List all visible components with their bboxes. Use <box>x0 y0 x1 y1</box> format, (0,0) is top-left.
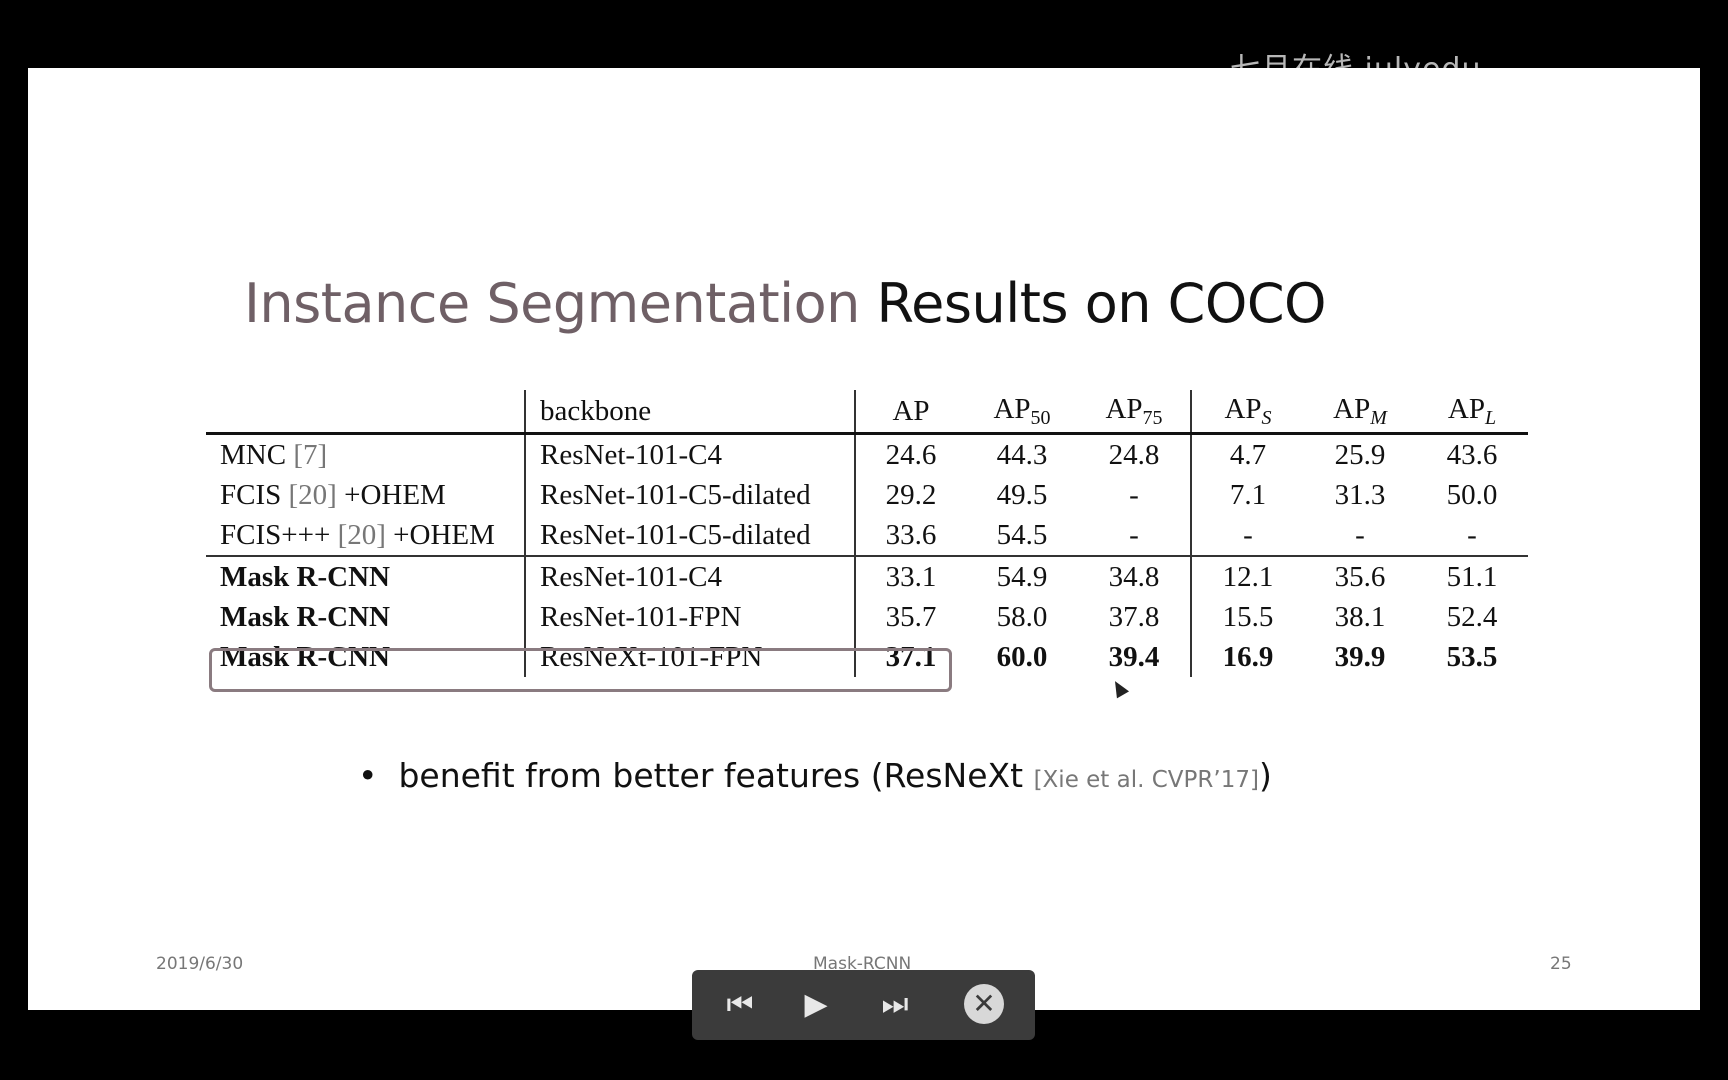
apl-cell: 53.5 <box>1446 640 1498 673</box>
backbone-cell: ResNet-101-FPN <box>524 597 855 637</box>
apl-cell: 50.0 <box>1446 478 1498 511</box>
ap-cell: 37.1 <box>854 637 966 677</box>
method-cell: FCIS+++ [20] +OHEM <box>220 518 495 551</box>
apm-cell: 39.9 <box>1334 640 1386 673</box>
table-row: Mask R-CNN ResNet-101-FPN 35.7 58.0 37.8… <box>206 597 1528 637</box>
table-row: Mask R-CNN ResNet-101-C4 33.1 54.9 34.8 … <box>206 555 1528 597</box>
apl-cell: - <box>1467 518 1477 551</box>
header-backbone: backbone <box>524 390 855 435</box>
method-cell: MNC [7] <box>220 438 328 471</box>
aps-cell: - <box>1190 515 1304 556</box>
ap-cell: 29.2 <box>854 475 966 515</box>
aps-cell: 4.7 <box>1190 433 1304 475</box>
table-row-highlighted: Mask R-CNN ResNeXt-101-FPN 37.1 60.0 39.… <box>206 637 1528 677</box>
header-apl: APL <box>1416 390 1528 435</box>
footer-title: Mask-RCNN <box>813 954 912 974</box>
header-ap50: AP50 <box>966 390 1078 435</box>
ap50-cell: 49.5 <box>996 478 1048 511</box>
slideshow-controls: ⏮ ▶ ⏭ ✕ <box>692 970 1035 1040</box>
row-highlight-box <box>209 648 952 692</box>
footer-page-number: 25 <box>1550 954 1572 974</box>
title-highlight: Instance Segmentation <box>244 272 860 335</box>
ap-cell: 33.1 <box>854 555 966 597</box>
backbone-cell: ResNet-101-C4 <box>524 433 855 475</box>
backbone-cell: ResNet-101-C5-dilated <box>524 515 855 556</box>
backbone-cell: ResNeXt-101-FPN <box>524 637 855 677</box>
play-icon[interactable]: ▶ <box>804 987 828 1022</box>
apm-cell: - <box>1355 518 1365 551</box>
backbone-cell: ResNet-101-C5-dilated <box>524 475 855 515</box>
ap50-cell: 60.0 <box>996 640 1048 673</box>
mouse-cursor-icon <box>1108 677 1130 699</box>
footer-date: 2019/6/30 <box>156 954 244 974</box>
ap50-cell: 58.0 <box>996 600 1048 633</box>
header-ap: AP <box>854 390 966 435</box>
citation: [Xie et al. CVPR’17] <box>1033 767 1259 793</box>
method-cell: Mask R-CNN <box>220 600 390 633</box>
aps-cell: 15.5 <box>1190 597 1304 637</box>
ap50-cell: 54.5 <box>996 518 1048 551</box>
apm-cell: 25.9 <box>1334 438 1386 471</box>
table-row: MNC [7] ResNet-101-C4 24.6 44.3 24.8 4.7… <box>206 433 1528 475</box>
ap50-cell: 54.9 <box>966 555 1078 597</box>
slide-title: Instance Segmentation Results on COCO <box>244 272 1327 335</box>
header-ap75: AP75 <box>1078 390 1191 435</box>
next-slide-icon[interactable]: ⏭ <box>881 987 909 1022</box>
previous-slide-icon[interactable]: ⏮ <box>726 987 754 1022</box>
aps-cell: 7.1 <box>1190 475 1304 515</box>
method-cell: Mask R-CNN <box>220 640 390 673</box>
ap75-cell: - <box>1129 518 1139 551</box>
apl-cell: 52.4 <box>1446 600 1498 633</box>
ap-cell: 33.6 <box>854 515 966 556</box>
aps-cell: 16.9 <box>1190 637 1304 677</box>
backbone-cell: ResNet-101-C4 <box>524 555 855 597</box>
ap75-cell: 37.8 <box>1108 600 1160 633</box>
header-apm: APM <box>1304 390 1416 435</box>
apl-cell: 51.1 <box>1416 555 1528 597</box>
table-header-row: backbone AP AP50 AP75 APS APM APL <box>206 390 1528 435</box>
bullet-point: • benefit from better features (ResNeXt … <box>358 756 1272 795</box>
results-table: backbone AP AP50 AP75 APS APM APL MNC [7… <box>206 390 1528 677</box>
table-row: FCIS [20] +OHEM ResNet-101-C5-dilated 29… <box>206 475 1528 515</box>
header-method <box>206 390 525 435</box>
ap75-cell: 24.8 <box>1108 438 1160 471</box>
table-row: FCIS+++ [20] +OHEM ResNet-101-C5-dilated… <box>206 515 1528 556</box>
apm-cell: 38.1 <box>1334 600 1386 633</box>
apm-cell: 31.3 <box>1334 478 1386 511</box>
ap50-cell: 44.3 <box>996 438 1048 471</box>
close-icon[interactable]: ✕ <box>964 984 1004 1024</box>
apl-cell: 43.6 <box>1446 438 1498 471</box>
method-cell: Mask R-CNN <box>206 555 525 597</box>
ap-cell: 35.7 <box>854 597 966 637</box>
method-cell: FCIS [20] +OHEM <box>220 478 446 511</box>
header-aps: APS <box>1190 390 1304 435</box>
ap75-cell: 34.8 <box>1078 555 1191 597</box>
ap75-cell: - <box>1129 478 1139 511</box>
presentation-slide: Instance Segmentation Results on COCO ba… <box>28 68 1700 1010</box>
title-rest: Results on COCO <box>859 272 1327 335</box>
ap75-cell: 39.4 <box>1108 640 1160 673</box>
aps-cell: 12.1 <box>1190 555 1304 597</box>
apm-cell: 35.6 <box>1304 555 1416 597</box>
ap-cell: 24.6 <box>854 433 966 475</box>
